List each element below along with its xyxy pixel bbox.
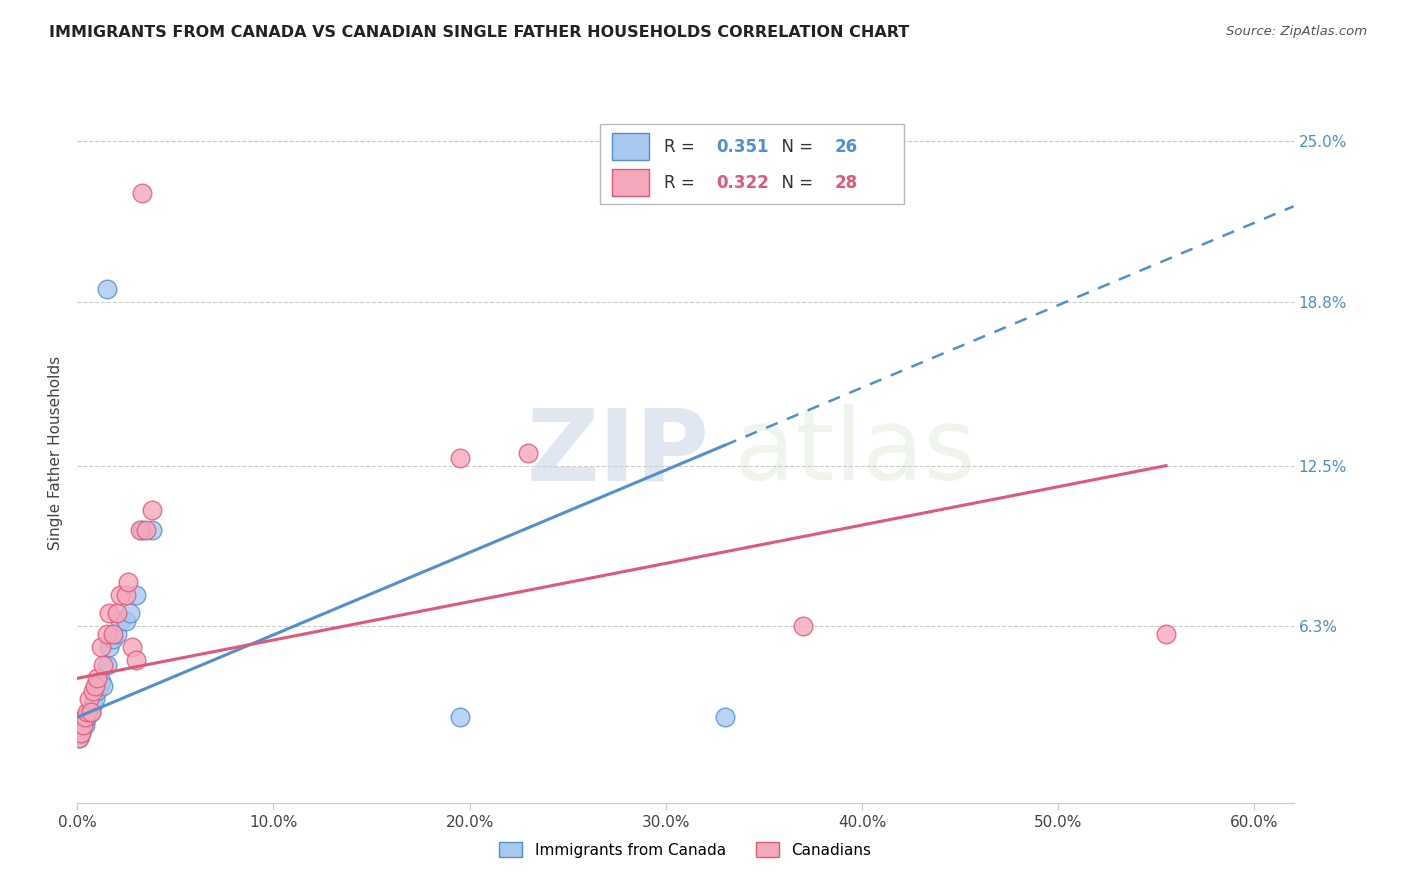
Point	[96, 627, 118, 641]
Point	[449, 710, 471, 724]
Point	[82, 684, 104, 698]
Point	[129, 524, 152, 538]
Point	[70, 726, 93, 740]
Point	[105, 627, 128, 641]
Legend: Immigrants from Canada, Canadians: Immigrants from Canada, Canadians	[492, 834, 879, 865]
Text: 26: 26	[835, 137, 858, 156]
FancyBboxPatch shape	[600, 124, 904, 204]
Point	[77, 705, 100, 719]
Point	[131, 186, 153, 201]
Text: Source: ZipAtlas.com: Source: ZipAtlas.com	[1226, 25, 1367, 38]
Point	[125, 653, 148, 667]
Point	[105, 607, 128, 621]
Point	[87, 679, 110, 693]
Text: IMMIGRANTS FROM CANADA VS CANADIAN SINGLE FATHER HOUSEHOLDS CORRELATION CHART: IMMIGRANTS FROM CANADA VS CANADIAN SINGL…	[49, 25, 910, 40]
Point	[101, 632, 124, 647]
Point	[70, 726, 93, 740]
Point	[517, 446, 540, 460]
Point	[125, 588, 148, 602]
Text: 28: 28	[835, 174, 858, 192]
Point	[90, 640, 112, 655]
Point	[77, 692, 100, 706]
Point	[101, 627, 124, 641]
Point	[110, 588, 132, 602]
Point	[67, 731, 90, 745]
Text: N =: N =	[770, 174, 818, 192]
Point	[141, 502, 163, 516]
FancyBboxPatch shape	[613, 134, 650, 160]
Y-axis label: Single Father Households: Single Father Households	[48, 356, 63, 549]
Point	[67, 731, 90, 745]
Point	[75, 710, 97, 724]
Point	[72, 718, 94, 732]
Point	[90, 673, 112, 688]
Text: R =: R =	[664, 137, 700, 156]
Point	[141, 524, 163, 538]
Point	[91, 658, 114, 673]
Point	[97, 607, 120, 621]
Point	[75, 718, 97, 732]
Point	[84, 692, 107, 706]
Point	[110, 614, 132, 628]
Point	[713, 710, 735, 724]
Point	[96, 658, 118, 673]
Text: 0.322: 0.322	[716, 174, 769, 192]
FancyBboxPatch shape	[613, 169, 650, 195]
Text: atlas: atlas	[734, 404, 976, 501]
Point	[80, 705, 103, 719]
Point	[76, 710, 98, 724]
Point	[91, 679, 114, 693]
Point	[76, 705, 98, 719]
Point	[792, 619, 814, 633]
Point	[84, 679, 107, 693]
Point	[115, 614, 138, 628]
Point	[72, 718, 94, 732]
Point	[86, 671, 108, 685]
Point	[449, 450, 471, 465]
Point	[97, 640, 120, 655]
Text: R =: R =	[664, 174, 700, 192]
Point	[115, 588, 138, 602]
Point	[86, 684, 108, 698]
Point	[96, 282, 118, 296]
Point	[82, 698, 104, 712]
Text: 0.351: 0.351	[716, 137, 768, 156]
Point	[117, 575, 139, 590]
Point	[121, 640, 143, 655]
Point	[80, 705, 103, 719]
Text: N =: N =	[770, 137, 818, 156]
Point	[120, 607, 142, 621]
Point	[1154, 627, 1177, 641]
Text: ZIP: ZIP	[527, 404, 710, 501]
Point	[135, 524, 157, 538]
Point	[131, 524, 153, 538]
